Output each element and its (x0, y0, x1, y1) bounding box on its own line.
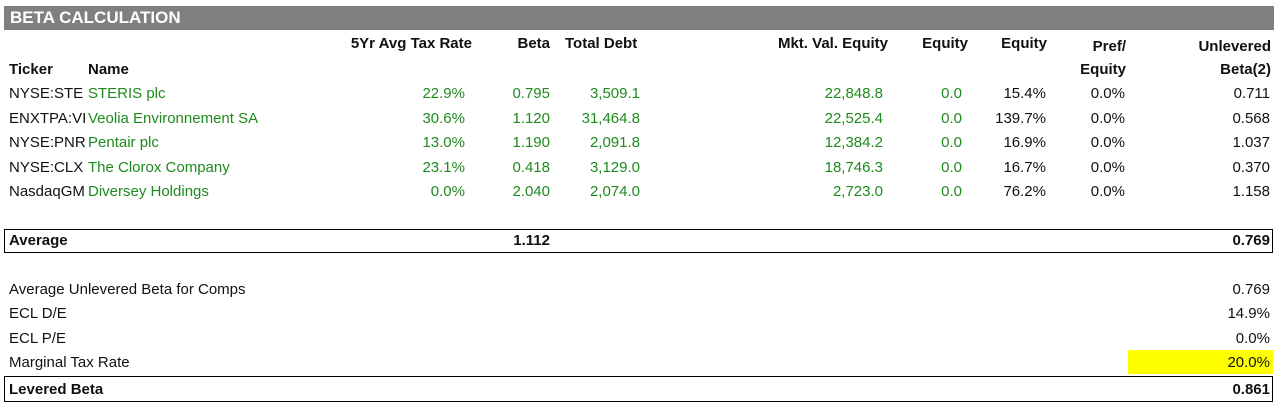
row-name: The Clorox Company (88, 159, 230, 176)
tax-rate-highlight (1128, 350, 1273, 374)
summary-label: Marginal Tax Rate (9, 354, 130, 371)
row-mkt-val-equity: 2,723.0 (832, 183, 883, 200)
summary-value: 0.0% (1235, 330, 1270, 347)
average-label: Average (9, 232, 68, 249)
header-pref-bottom: Equity (1080, 61, 1126, 78)
header-tax-rate: 5Yr Avg Tax Rate (350, 35, 472, 52)
header-mkt-val-equity: Mkt. Val. Equity (777, 35, 888, 52)
header-equity-2: Equity (1001, 35, 1047, 52)
section-title-banner: BETA CALCULATION (4, 6, 1274, 30)
summary-value: 0.769 (1232, 281, 1270, 298)
row-ticker: NYSE:PNR (9, 134, 86, 151)
row-tax-rate: 23.1% (422, 159, 465, 176)
average-unlevered-beta: 0.769 (1232, 232, 1270, 249)
row-name: Diversey Holdings (88, 183, 209, 200)
average-row (4, 229, 1273, 253)
row-beta: 1.120 (512, 110, 550, 127)
row-equity-ratio: 16.9% (1003, 134, 1046, 151)
section-title: BETA CALCULATION (10, 8, 181, 27)
header-unlevered-top: Unlevered (1198, 38, 1271, 55)
row-equity: 0.0 (941, 159, 962, 176)
row-ticker: NasdaqGM:DSEY (9, 183, 86, 200)
row-equity-ratio: 15.4% (1003, 85, 1046, 102)
row-total-debt: 2,074.0 (589, 183, 640, 200)
row-ticker: NYSE:CLX (9, 159, 84, 176)
header-beta: Beta (517, 35, 550, 52)
row-unlevered-beta: 0.568 (1232, 110, 1270, 127)
row-equity-ratio: 139.7% (995, 110, 1046, 127)
row-mkt-val-equity: 22,848.8 (824, 85, 883, 102)
row-equity: 0.0 (941, 110, 962, 127)
row-pref-equity: 0.0% (1090, 110, 1125, 127)
row-unlevered-beta: 0.711 (1233, 85, 1270, 102)
average-beta: 1.112 (513, 232, 550, 249)
row-unlevered-beta: 1.158 (1232, 183, 1270, 200)
header-equity-1: Equity (922, 35, 968, 52)
row-pref-equity: 0.0% (1090, 85, 1125, 102)
levered-beta-value: 0.861 (1232, 381, 1270, 398)
levered-beta-label: Levered Beta (9, 381, 104, 398)
summary-label: ECL P/E (9, 330, 66, 347)
row-beta: 2.040 (512, 183, 550, 200)
row-equity-ratio: 16.7% (1003, 159, 1046, 176)
row-mkt-val-equity: 22,525.4 (824, 110, 883, 127)
levered-beta-row (4, 376, 1273, 402)
row-total-debt: 3,129.0 (589, 159, 640, 176)
row-beta: 0.795 (512, 85, 550, 102)
summary-value: 14.9% (1227, 305, 1270, 322)
row-unlevered-beta: 0.370 (1232, 159, 1270, 176)
row-mkt-val-equity: 12,384.2 (824, 134, 883, 151)
row-total-debt: 2,091.8 (589, 134, 640, 151)
marginal-tax-rate-input[interactable]: 20.0% (1227, 354, 1270, 371)
row-tax-rate: 0.0% (430, 183, 465, 200)
row-name: STERIS plc (88, 85, 166, 102)
row-name: Veolia Environnement SA (88, 110, 259, 127)
row-equity: 0.0 (941, 85, 962, 102)
header-pref-top: Pref/ (1092, 38, 1126, 55)
row-ticker: NYSE:STE (9, 85, 84, 102)
row-beta: 0.418 (512, 159, 550, 176)
summary-label: ECL D/E (9, 305, 67, 322)
header-name: Name (88, 61, 129, 78)
row-unlevered-beta: 1.037 (1232, 134, 1270, 151)
row-equity: 0.0 (941, 183, 962, 200)
row-total-debt: 3,509.1 (589, 85, 640, 102)
summary-label: Average Unlevered Beta for Comps (9, 281, 246, 298)
row-beta: 1.190 (512, 134, 550, 151)
row-ticker: ENXTPA:VIE (9, 110, 86, 127)
row-pref-equity: 0.0% (1090, 183, 1125, 200)
row-total-debt: 31,464.8 (581, 110, 640, 127)
row-tax-rate: 22.9% (422, 85, 465, 102)
header-ticker: Ticker (9, 61, 53, 78)
header-total-debt: Total Debt (565, 35, 638, 52)
header-unlevered-bottom: Beta(2) (1220, 61, 1271, 78)
row-tax-rate: 13.0% (422, 134, 465, 151)
row-pref-equity: 0.0% (1090, 159, 1125, 176)
row-pref-equity: 0.0% (1090, 134, 1125, 151)
row-name: Pentair plc (88, 134, 159, 151)
row-mkt-val-equity: 18,746.3 (824, 159, 883, 176)
row-equity-ratio: 76.2% (1003, 183, 1046, 200)
row-equity: 0.0 (941, 134, 962, 151)
row-tax-rate: 30.6% (422, 110, 465, 127)
